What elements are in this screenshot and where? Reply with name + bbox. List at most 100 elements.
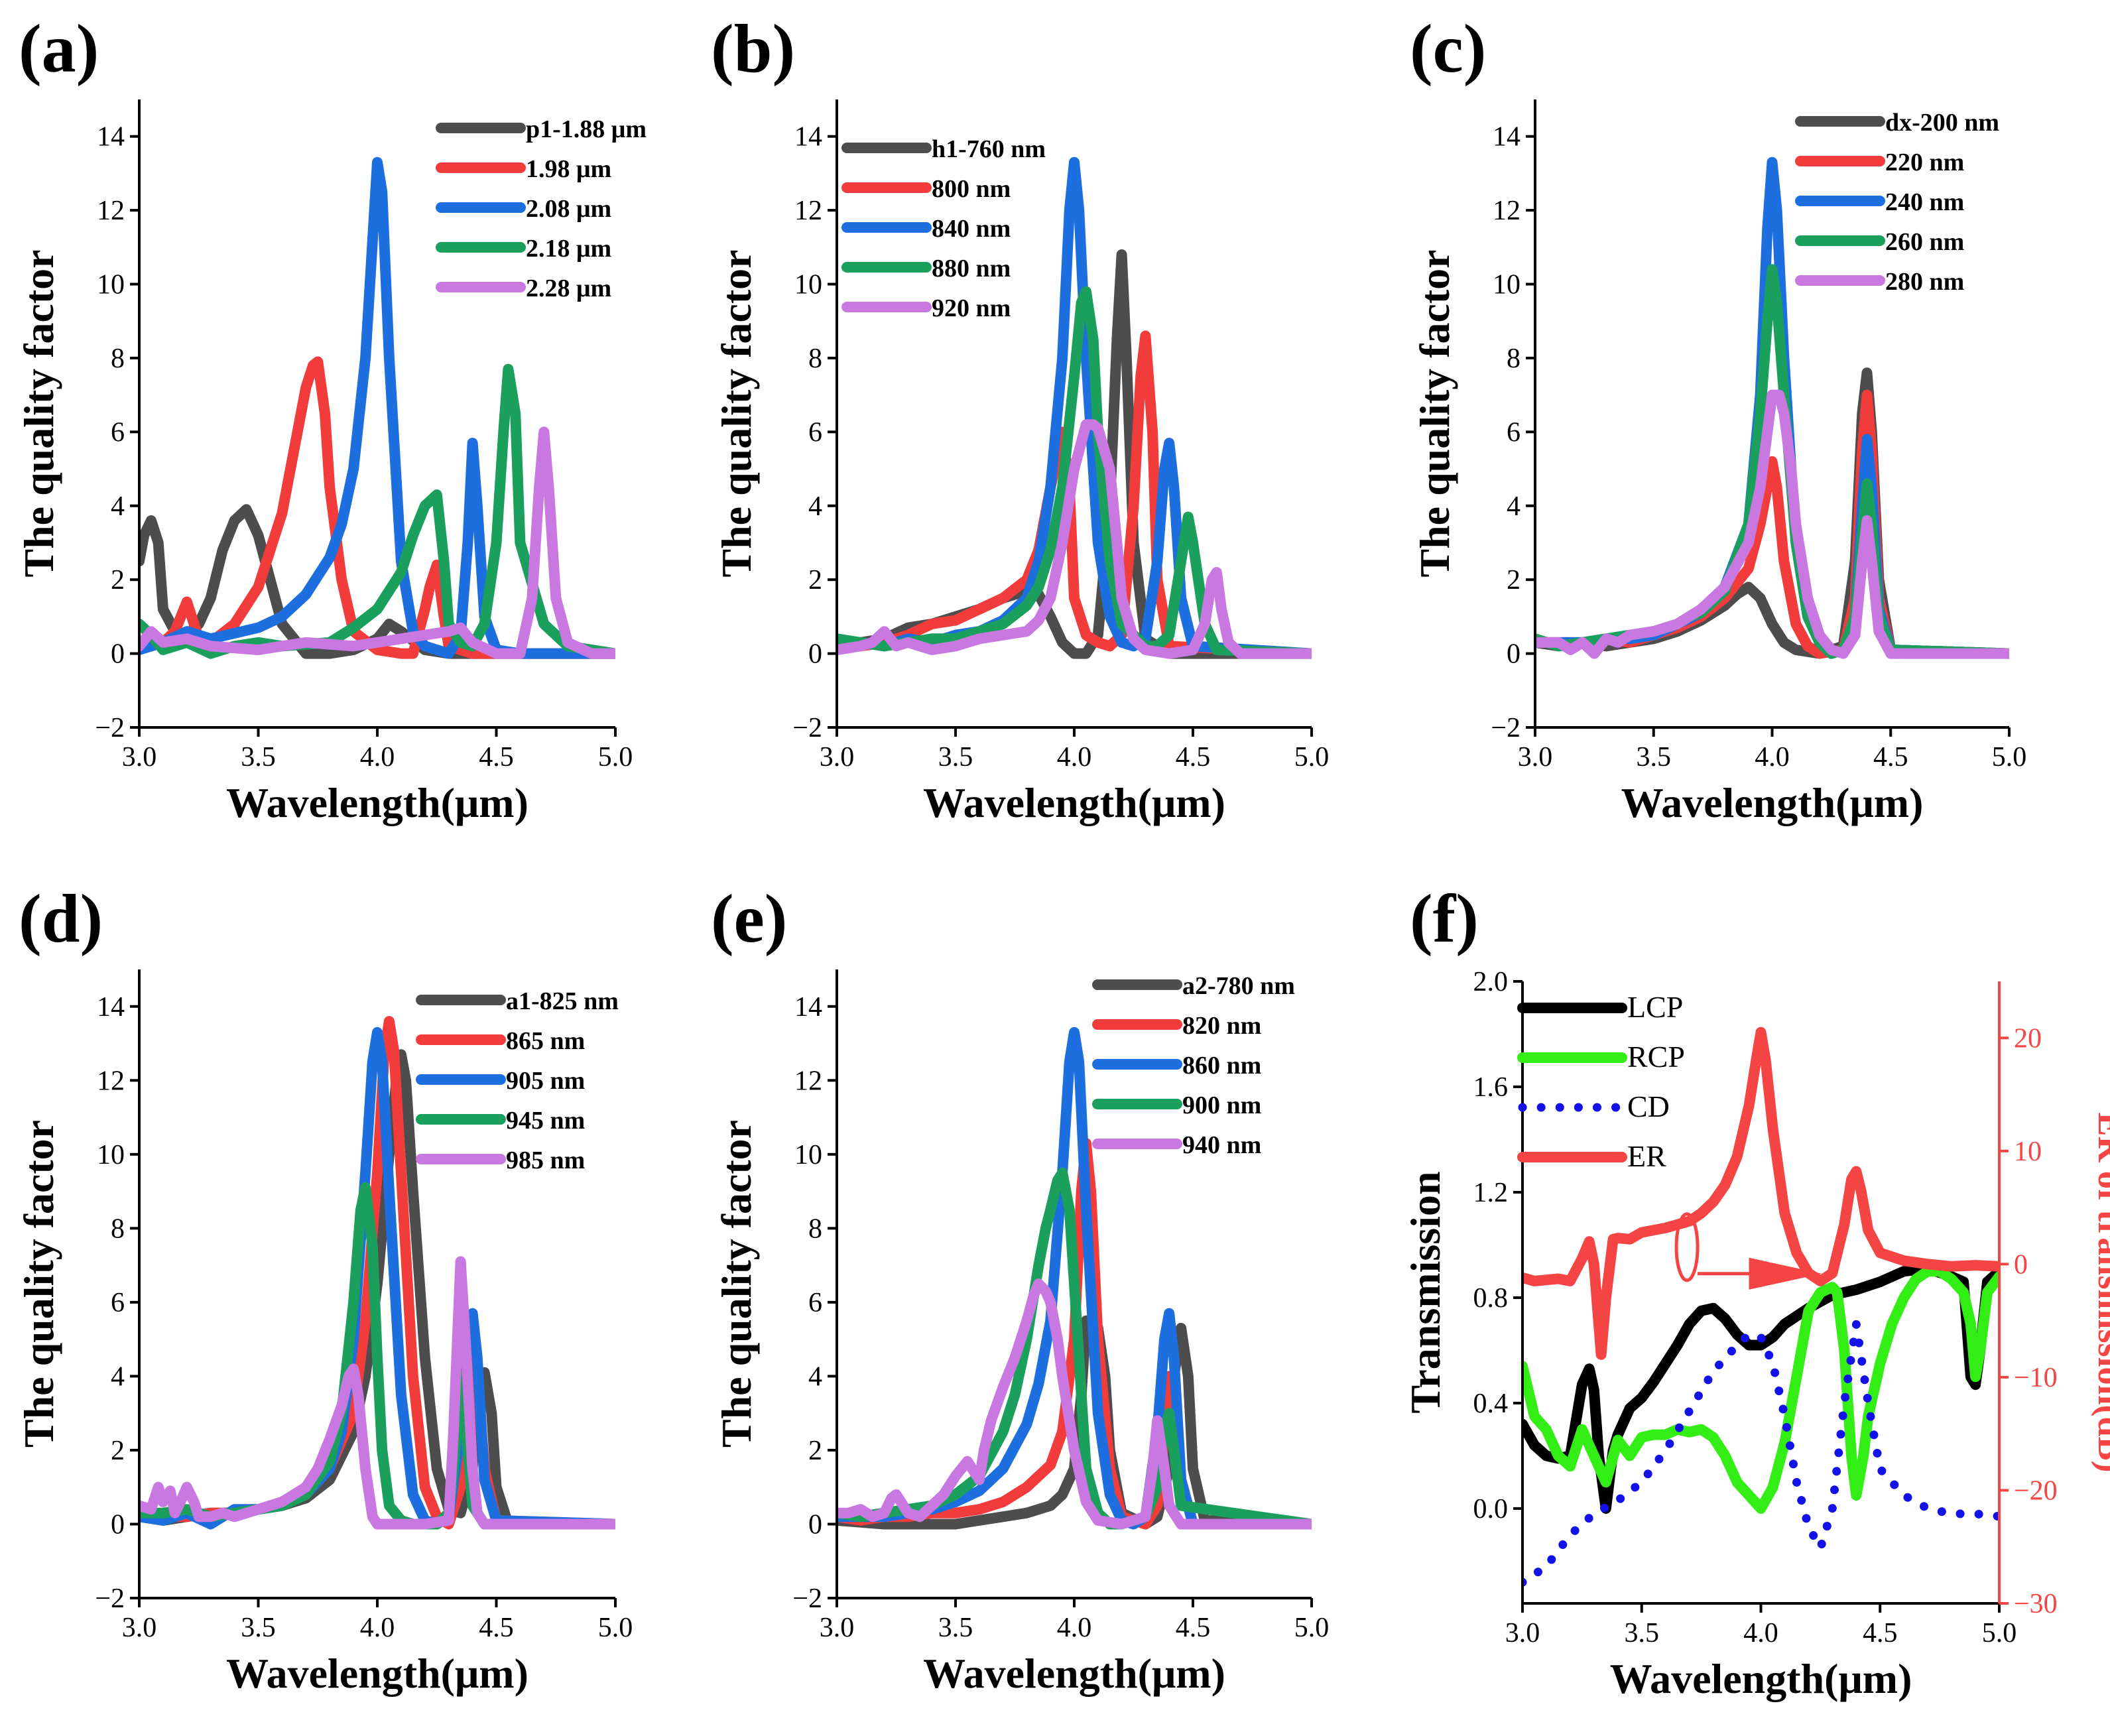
y-tick-label: 0 <box>111 1509 125 1540</box>
y-tick-label: 12 <box>794 1066 822 1096</box>
legend-label: a2-780 nm <box>1182 972 1295 1000</box>
y-tick-label: 6 <box>808 417 822 448</box>
series-group <box>837 156 1312 659</box>
legend-label: 880 nm <box>932 255 1011 282</box>
series-group <box>139 156 615 659</box>
x-tick-label: 3.0 <box>122 1613 157 1643</box>
y-tick-label: 0 <box>111 639 125 670</box>
x-tick-label: 4.0 <box>360 742 395 773</box>
y-axis-title: The quality factor <box>713 249 760 577</box>
legend-label: 240 nm <box>1885 188 1964 216</box>
y-tick-label: 0.4 <box>1473 1389 1509 1419</box>
arrow-head <box>1749 1257 1822 1290</box>
x-tick-label: 3.0 <box>122 742 157 773</box>
y-tick-label: 8 <box>808 1213 822 1244</box>
x-axis-title: Wavelength(μm) <box>226 1650 528 1697</box>
y-tick-label: 12 <box>794 196 822 226</box>
legend-label: 865 nm <box>506 1027 585 1055</box>
panel-e: (e) 3.0 3.5 4.0 4.5 5.0 −2 0 2 4 6 8 10 12 14 Wavelengt… <box>711 881 1329 1697</box>
legend: a1-825 nm 865 nm 905 nm 945 nm 985 nm <box>416 987 619 1174</box>
legend-label: 820 nm <box>1182 1012 1261 1040</box>
legend: h1-760 nm 800 nm 840 nm 880 nm 920 nm <box>841 135 1046 322</box>
legend: a2-780 nm 820 nm 860 nm 900 nm 940 nm <box>1092 972 1295 1159</box>
legend-label: 945 nm <box>506 1107 585 1135</box>
y-tick-label: 10 <box>794 270 822 300</box>
y-tick-label: 10 <box>97 270 125 300</box>
y-tick-label: 4 <box>1507 491 1520 522</box>
y-tick-label: 4 <box>111 1361 125 1392</box>
x-axis-title: Wavelength(μm) <box>1621 779 1924 826</box>
y-tick-label: 14 <box>1493 122 1520 153</box>
y-tick-label: 4 <box>111 491 125 522</box>
legend-label: 840 nm <box>932 215 1011 243</box>
y-tick-label: 6 <box>1507 417 1520 448</box>
y-tick-label: 12 <box>97 196 125 226</box>
y-tick-label: 10 <box>97 1140 125 1170</box>
series-line-2-18-m <box>139 363 615 659</box>
y-axis-title: The quality factor <box>1411 249 1458 577</box>
y-tick-label: 14 <box>794 992 822 1023</box>
series-line-940-nm <box>837 1278 1312 1530</box>
y-tick-label: 12 <box>97 1066 125 1096</box>
panel-f: (f) 3.0 3.5 4.0 4.5 5.0 0.0 0.4 0.8 1.2 1.6 2.0 −30 −… <box>1402 881 2110 1702</box>
y-tick-label: 4 <box>808 491 822 522</box>
series-group <box>1535 156 2009 659</box>
panel-label: (b) <box>711 11 795 87</box>
legend-label: p1-1.88 μm <box>526 115 647 143</box>
x-axis-title: Wavelength(μm) <box>1610 1655 1912 1702</box>
y-tick-label: 2 <box>808 565 822 595</box>
y2-tick-label: 0 <box>2014 1249 2028 1280</box>
panel-label: (f) <box>1410 881 1479 957</box>
x-tick-label: 4.5 <box>1873 742 1908 773</box>
x-tick-label: 5.0 <box>1982 1618 2017 1648</box>
y-tick-label: 14 <box>794 122 822 153</box>
legend-label: 1.98 μm <box>526 155 611 183</box>
legend: LCP RCP CD ER <box>1517 990 1685 1173</box>
y-tick-label: 0.0 <box>1473 1494 1509 1524</box>
legend-label: 905 nm <box>506 1067 585 1095</box>
y-tick-label: 0 <box>1507 639 1520 670</box>
y-tick-label: 6 <box>111 1288 125 1318</box>
legend-label: dx-200 nm <box>1885 109 1999 137</box>
series-line-er <box>1522 1026 1999 1360</box>
x-tick-label: 5.0 <box>598 742 633 773</box>
y-tick-label: −2 <box>95 713 125 743</box>
x-tick-label: 3.5 <box>241 1613 276 1643</box>
series-line-2-08-m <box>139 156 615 659</box>
x-tick-label: 3.5 <box>938 1613 973 1643</box>
y-tick-label: 8 <box>111 1213 125 1244</box>
y-tick-label: 0 <box>808 639 822 670</box>
x-tick-label: 4.5 <box>479 1613 514 1643</box>
x-tick-label: 4.0 <box>1057 742 1092 773</box>
series-line-rcp <box>1522 1266 1999 1514</box>
y-tick-label: −2 <box>792 1583 822 1614</box>
y-tick-label: −2 <box>792 713 822 743</box>
y2-tick-label: −20 <box>2014 1475 2058 1506</box>
x-tick-label: 3.0 <box>1505 1618 1540 1648</box>
panel-b: (b) 3.0 3.5 4.0 4.5 5.0 −2 0 2 4 6 8 10 12 14 Wavelengt… <box>711 11 1329 826</box>
series-line-880-nm <box>837 286 1312 659</box>
x-tick-label: 5.0 <box>598 1613 633 1643</box>
panel-d: (d) 3.0 3.5 4.0 4.5 5.0 −2 0 2 4 6 8 10 12 14 Wavelengt… <box>15 881 633 1697</box>
x-tick-label: 4.0 <box>360 1613 395 1643</box>
x-tick-label: 3.5 <box>1637 742 1672 773</box>
x-tick-label: 4.5 <box>1863 1618 1898 1648</box>
series-line-985-nm <box>139 1256 615 1530</box>
x-tick-label: 5.0 <box>1294 1613 1330 1643</box>
series-line-p1-1-88-m <box>139 504 615 659</box>
x-tick-label: 4.0 <box>1743 1618 1778 1648</box>
x-tick-label: 3.5 <box>241 742 276 773</box>
y2-tick-label: −10 <box>2014 1363 2058 1393</box>
legend-label: ER <box>1627 1139 1666 1173</box>
y-axis-title: Transmission <box>1402 1171 1449 1413</box>
y-tick-label: −2 <box>1491 713 1520 743</box>
legend-label: 940 nm <box>1182 1131 1261 1159</box>
x-tick-label: 4.5 <box>479 742 514 773</box>
y-tick-label: 14 <box>97 992 125 1023</box>
y-tick-label: 8 <box>808 343 822 374</box>
y2-tick-label: 10 <box>2014 1137 2042 1167</box>
x-tick-label: 5.0 <box>1294 742 1330 773</box>
y-tick-label: 8 <box>111 343 125 374</box>
series-group <box>139 1016 615 1530</box>
legend-label: 2.08 μm <box>526 195 611 223</box>
